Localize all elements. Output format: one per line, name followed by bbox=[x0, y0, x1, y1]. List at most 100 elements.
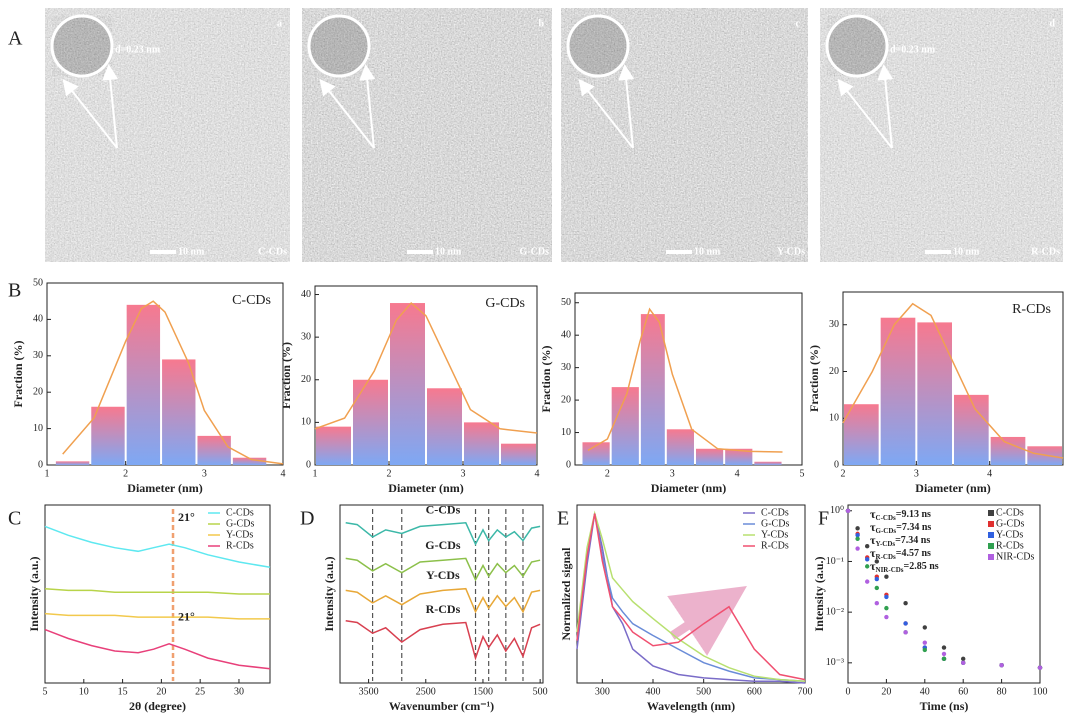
arrow bbox=[578, 78, 634, 149]
legend-marker bbox=[988, 554, 994, 560]
fit-curve bbox=[314, 301, 538, 434]
y-tick-label: 30 bbox=[301, 331, 311, 342]
y-tick-label: 10⁻² bbox=[826, 606, 844, 617]
x-tick-label: 4 bbox=[987, 468, 992, 479]
x-tick-label: 0 bbox=[846, 686, 851, 697]
lifetime-value: =7.34 ns bbox=[896, 522, 931, 533]
y-axis-label: Intensity (a.u.) bbox=[27, 556, 41, 631]
y-tick-label: 0 bbox=[306, 459, 311, 470]
x-axis-label: Wavenumber (cm⁻¹) bbox=[389, 699, 494, 713]
scale-bar bbox=[150, 250, 176, 254]
legend-label: G-CDs bbox=[226, 518, 254, 529]
point bbox=[903, 621, 908, 626]
bar bbox=[754, 461, 782, 465]
inset-border bbox=[307, 14, 371, 78]
bar bbox=[954, 394, 989, 465]
x-tick-label: 80 bbox=[997, 686, 1007, 697]
bar bbox=[91, 406, 125, 465]
y-tick-label: 20 bbox=[33, 386, 43, 397]
x-tick-label: 400 bbox=[646, 686, 661, 697]
series-label: Y-CDs bbox=[426, 568, 460, 582]
y-tick-label: 40 bbox=[301, 289, 311, 300]
inset-border bbox=[50, 14, 114, 78]
bar bbox=[640, 314, 665, 465]
bar bbox=[880, 317, 916, 465]
y-axis-label: Normalized signal bbox=[559, 547, 573, 641]
point bbox=[961, 660, 966, 666]
series-line bbox=[44, 628, 271, 670]
panel-label: F bbox=[818, 508, 829, 530]
image-label: C-CDs bbox=[258, 246, 287, 257]
point bbox=[884, 594, 889, 600]
x-axis-label: Time (ns) bbox=[920, 699, 969, 713]
y-tick-label: 50 bbox=[561, 297, 571, 308]
arrow bbox=[359, 64, 376, 149]
scale-bar bbox=[666, 250, 692, 254]
lifetime: τR-CDs=4.57 ns bbox=[870, 546, 931, 561]
y-tick-label: 20 bbox=[301, 374, 311, 385]
point bbox=[922, 625, 927, 630]
bar bbox=[501, 443, 536, 465]
series-label: C-CDs bbox=[426, 502, 461, 516]
bar bbox=[126, 304, 161, 465]
bar bbox=[162, 359, 196, 465]
lifetime-value: =9.13 ns bbox=[896, 509, 931, 520]
arrow bbox=[837, 78, 893, 149]
plot-frame bbox=[339, 504, 544, 684]
arrow bbox=[877, 64, 894, 149]
panel-label: C bbox=[8, 508, 21, 530]
x-tick-label: 3500 bbox=[359, 686, 379, 697]
arrow bbox=[102, 64, 119, 149]
x-tick-label: 1500 bbox=[473, 686, 493, 697]
series-line bbox=[576, 513, 806, 681]
point bbox=[999, 662, 1004, 668]
y-tick-label: 30 bbox=[829, 319, 839, 330]
lifetime: τNIR-CDs=2.85 ns bbox=[870, 559, 939, 574]
point bbox=[941, 645, 947, 650]
x-axis-label: 2θ (degree) bbox=[129, 699, 186, 713]
x-tick-label: 3 bbox=[461, 468, 466, 479]
point bbox=[884, 605, 889, 611]
series-label: G-CDs bbox=[425, 538, 461, 552]
point bbox=[903, 601, 908, 606]
chart-title: R-CDs bbox=[1012, 302, 1051, 317]
chart-title: G-CDs bbox=[485, 296, 525, 311]
bar bbox=[917, 322, 952, 465]
x-tick-label: 500 bbox=[696, 686, 711, 697]
scale-label: 10 nm bbox=[953, 246, 980, 257]
legend-label: G-CDs bbox=[761, 518, 789, 529]
bar bbox=[390, 303, 425, 465]
bar bbox=[427, 388, 462, 465]
y-tick-label: 10 bbox=[829, 413, 839, 424]
x-axis-label: Diameter (nm) bbox=[915, 481, 990, 495]
point bbox=[922, 647, 927, 653]
legend-label: C-CDs bbox=[226, 507, 254, 518]
bar bbox=[464, 422, 499, 465]
point bbox=[855, 532, 860, 538]
point bbox=[922, 640, 927, 645]
x-tick-label: 600 bbox=[747, 686, 762, 697]
series-line bbox=[44, 587, 270, 595]
bar bbox=[316, 426, 351, 465]
x-axis-label: Diameter (nm) bbox=[651, 481, 726, 495]
plot-frame bbox=[847, 504, 1041, 684]
y-tick-label: 0 bbox=[566, 459, 571, 470]
bar bbox=[725, 448, 753, 465]
legend-label: R-CDs bbox=[761, 540, 789, 551]
x-tick-label: 4 bbox=[735, 468, 740, 479]
series-label: R-CDs bbox=[426, 602, 461, 616]
legend-label: G-CDs bbox=[996, 518, 1024, 529]
lifetime-value: =7.34 ns bbox=[895, 535, 930, 546]
x-tick-label: 3 bbox=[202, 468, 207, 479]
x-tick-label: 5 bbox=[43, 686, 48, 697]
shift-arrow bbox=[667, 586, 747, 656]
series-line bbox=[345, 587, 541, 614]
x-tick-label: 300 bbox=[595, 686, 610, 697]
scale-label: 10 nm bbox=[178, 246, 205, 257]
point bbox=[941, 656, 947, 662]
x-tick-label: 10 bbox=[79, 686, 89, 697]
y-tick-label: 10⁻¹ bbox=[826, 556, 844, 567]
lifetime-sub: C-CDs bbox=[876, 514, 896, 522]
arrow bbox=[618, 64, 635, 149]
